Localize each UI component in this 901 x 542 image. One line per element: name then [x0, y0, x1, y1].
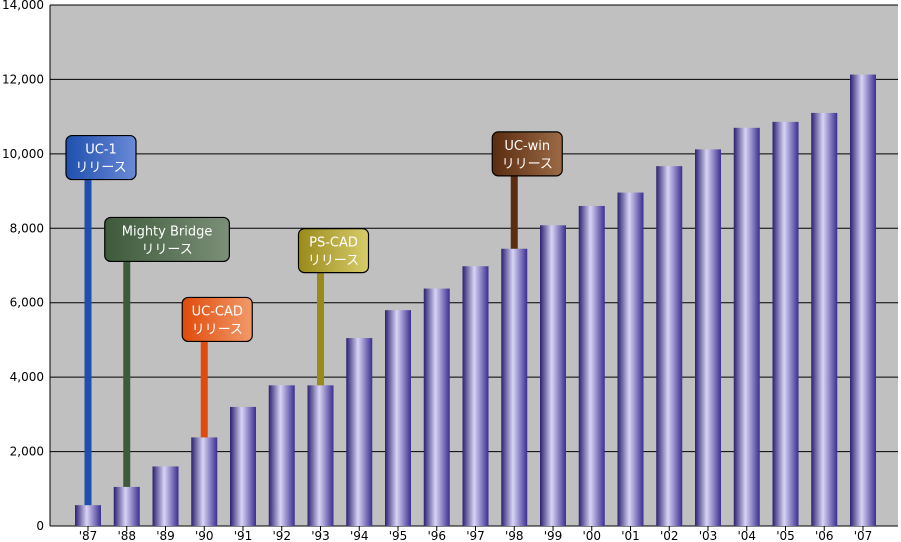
release-callout: UC-1 リリース [65, 134, 137, 506]
bar [191, 437, 218, 526]
bar [540, 225, 566, 526]
x-tick-label: '00 [582, 529, 601, 542]
callout-stem [123, 239, 131, 487]
bar [268, 385, 295, 526]
y-tick-label: 14,000 [2, 0, 44, 12]
x-tick-label: '93 [311, 529, 330, 542]
bar [695, 149, 721, 527]
callout-box [104, 216, 230, 263]
bar [75, 505, 101, 526]
x-tick-label: '07 [854, 529, 873, 542]
release-callout: Mighty Bridge リリース [104, 216, 230, 487]
y-tick-label: 10,000 [2, 147, 44, 161]
bar [811, 112, 838, 527]
x-tick-label: '88 [117, 529, 136, 542]
x-tick-label: '05 [776, 529, 795, 542]
y-tick-label: 2,000 [10, 445, 44, 459]
x-tick-label: '01 [621, 529, 640, 542]
callout-product-name: UC-1 [85, 143, 117, 158]
x-tick-label: '06 [815, 529, 834, 542]
bar [501, 248, 528, 526]
callout-box [297, 228, 370, 274]
x-tick-label: '98 [505, 529, 524, 542]
x-tick-label: '87 [79, 529, 98, 542]
y-tick-label: 4,000 [10, 370, 44, 384]
callout-product-name: UC-CAD [192, 304, 243, 319]
bar [850, 74, 876, 527]
bar [230, 406, 256, 526]
callout-box [65, 134, 137, 181]
y-tick-label: 6,000 [10, 296, 44, 310]
bar [385, 310, 411, 526]
bar [462, 266, 489, 526]
callout-box [491, 131, 563, 177]
callout-release-label: リリース [75, 161, 126, 176]
release-callout: UC-win リリース [491, 131, 563, 249]
bar [346, 338, 373, 526]
x-tick-label: '92 [272, 529, 291, 542]
release-callout: PS-CAD リリース [297, 228, 370, 386]
callout-release-label: リリース [192, 322, 243, 337]
callout-release-label: リリース [502, 157, 553, 172]
x-tick-label: '96 [427, 529, 446, 542]
y-tick-labels: 0 2,000 4,000 6,000 8,000 10,000 12,000 14,000 [2, 0, 44, 533]
y-tick-label: 8,000 [10, 221, 44, 235]
x-tick-label: '90 [195, 529, 214, 542]
callout-product-name: Mighty Bridge [122, 224, 213, 239]
callout-stem [84, 157, 92, 506]
x-tick-label: '04 [737, 529, 756, 542]
bar [617, 192, 644, 526]
bars [75, 74, 876, 527]
callout-release-label: リリース [141, 242, 192, 257]
callout-product-name: PS-CAD [309, 236, 358, 251]
bar [307, 385, 334, 526]
bar [423, 288, 450, 526]
x-tick-label: '95 [389, 529, 408, 542]
bar [578, 205, 605, 526]
x-tick-label: '03 [699, 529, 718, 542]
y-tick-label: 0 [36, 519, 44, 533]
x-tick-label: '89 [156, 529, 175, 542]
x-tick-label: '02 [660, 529, 679, 542]
callout-stem [510, 153, 518, 249]
callout-release-label: リリース [308, 254, 359, 269]
bar [152, 466, 179, 526]
x-tick-label: '91 [234, 529, 253, 542]
x-tick-label: '94 [350, 529, 369, 542]
callout-product-name: UC-win [504, 139, 550, 154]
y-tick-label: 12,000 [2, 72, 44, 86]
x-tick-label: '99 [544, 529, 563, 542]
release-callout: UC-CAD リリース [181, 296, 253, 438]
bar [733, 127, 760, 527]
bar [772, 121, 799, 527]
x-tick-label: '97 [466, 529, 485, 542]
callout-stem [200, 319, 208, 438]
bar [113, 486, 140, 526]
callout-stem [317, 250, 324, 386]
callout-box [181, 296, 253, 343]
bar [656, 166, 683, 526]
x-tick-labels: '87 '88 '89 '90 '91 '92 '93 '94 '95 '96 '97 '98 '99 '… [79, 526, 873, 542]
